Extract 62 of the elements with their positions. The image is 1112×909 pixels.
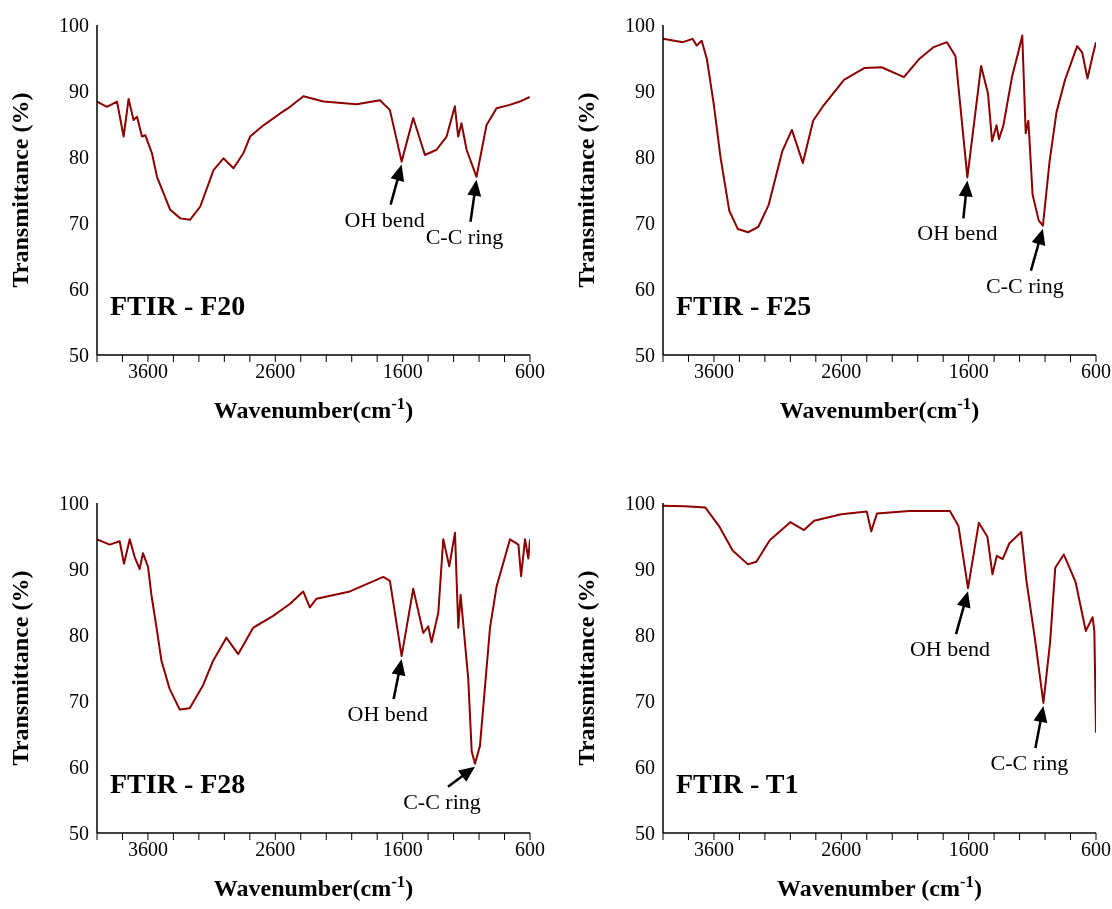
x-tick-label: 600 — [1081, 838, 1111, 861]
y-tick-label: 100 — [59, 14, 89, 37]
y-tick-label: 90 — [635, 558, 655, 581]
x-tick-label: 600 — [515, 360, 545, 383]
y-tick-label: 50 — [635, 344, 655, 367]
annotation: OH bend — [347, 701, 428, 727]
line-series — [97, 531, 530, 765]
annotation: C-C ring — [986, 272, 1064, 298]
text: FTIR - F20 — [110, 290, 246, 322]
y-tick-label: 60 — [635, 278, 655, 301]
y-axis-title: Transmittance (%) — [572, 570, 599, 766]
annotation: OH bend — [344, 206, 425, 232]
y-tick-label: 60 — [69, 278, 89, 301]
y-axis-title: Transmittance (%) — [6, 570, 33, 766]
annotation: C-C ring — [403, 788, 481, 814]
x-axis-title: Wavenumber(cm$^{-1}$) — [779, 393, 980, 423]
annotation: C-C ring — [425, 223, 504, 249]
x-tick-label: 1600 — [948, 360, 989, 383]
y-tick-label: 50 — [69, 344, 89, 367]
annotation: OH bend — [909, 636, 991, 662]
x-axis-title: Wavenumber(cm$^{-1}$) — [213, 393, 414, 423]
y-tick-label: 80 — [635, 146, 655, 169]
x-tick-label: 3600 — [127, 360, 168, 383]
y-tick-label: 60 — [69, 756, 89, 779]
annotation: OH bend — [917, 220, 998, 246]
x-tick-label: 600 — [1081, 360, 1111, 383]
x-tick-label: 3600 — [127, 838, 168, 861]
y-tick-label: 60 — [635, 756, 655, 779]
y-axis-title: Transmittance (%) — [6, 92, 33, 288]
x-tick-label: 2600 — [255, 838, 296, 861]
line-series — [663, 504, 1096, 734]
y-tick-label: 80 — [69, 624, 89, 647]
y-tick-label: 70 — [69, 690, 89, 713]
x-tick-label: 1600 — [382, 360, 423, 383]
y-tick-label: 80 — [69, 146, 89, 169]
x-tick-label: 2600 — [821, 360, 862, 383]
y-tick-label: 70 — [69, 212, 89, 235]
y-tick-label: 80 — [635, 624, 655, 647]
y-tick-label: 50 — [635, 822, 655, 845]
text: FTIR - T1 — [676, 768, 799, 800]
x-tick-label: 2600 — [255, 360, 296, 383]
y-tick-label: 50 — [69, 822, 89, 845]
y-tick-label: 90 — [635, 80, 655, 103]
y-tick-label: 70 — [635, 212, 655, 235]
x-tick-label: 1600 — [382, 838, 423, 861]
x-axis-title: Wavenumber(cm$^{-1}$) — [213, 871, 414, 901]
text: FTIR - F25 — [676, 290, 812, 322]
x-tick-label: 3600 — [693, 360, 734, 383]
y-tick-label: 70 — [635, 690, 655, 713]
x-tick-label: 1600 — [948, 838, 989, 861]
x-tick-label: 3600 — [693, 838, 734, 861]
y-tick-label: 100 — [625, 492, 655, 515]
x-tick-label: 600 — [515, 838, 545, 861]
y-tick-label: 100 — [59, 492, 89, 515]
y-tick-label: 90 — [69, 80, 89, 103]
x-tick-label: 2600 — [821, 838, 862, 861]
y-tick-label: 90 — [69, 558, 89, 581]
y-axis-title: Transmittance (%) — [572, 92, 599, 288]
y-tick-label: 100 — [625, 14, 655, 37]
x-axis-title: Wavenumber (cm$^{-1}$) — [777, 871, 982, 901]
annotation: C-C ring — [990, 749, 1069, 775]
text: FTIR - F28 — [110, 768, 246, 800]
